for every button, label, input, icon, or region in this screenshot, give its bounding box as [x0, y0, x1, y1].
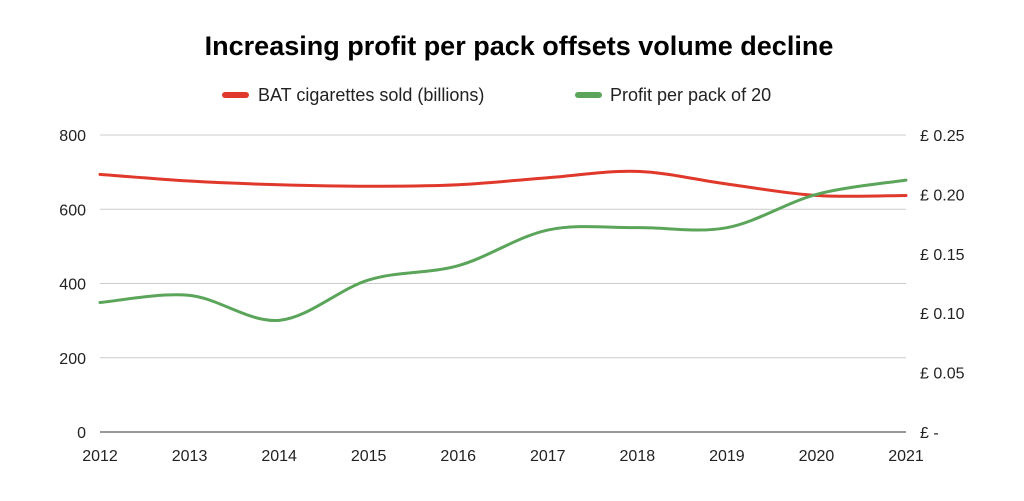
series-line-profit-per-pack-of-20 — [98, 178, 908, 322]
y-right-tick-gbp-0-10: £ 0.10 — [920, 306, 965, 323]
y-right-tick-gbp-0-20: £ 0.20 — [920, 187, 965, 204]
y-left-tick-800: 800 — [59, 128, 86, 145]
x-tick-2018: 2018 — [620, 448, 656, 465]
legend-item-bat-cigarettes-sold: BAT cigarettes sold (billions) — [222, 85, 484, 105]
x-tick-2016: 2016 — [440, 448, 476, 465]
legend-label-profit-per-pack: Profit per pack of 20 — [610, 85, 771, 105]
y-right-tick-gbp: £ - — [920, 425, 939, 442]
series-line-bat-cigarettes-sold-billions — [98, 169, 908, 198]
x-tick-2014: 2014 — [261, 448, 297, 465]
x-tick-2013: 2013 — [172, 448, 208, 465]
x-tick-2012: 2012 — [82, 448, 118, 465]
x-tick-2020: 2020 — [799, 448, 835, 465]
x-tick-2019: 2019 — [709, 448, 745, 465]
x-axis-ticks: 2012 2013 2014 2015 2016 2017 2018 2019 2020 2021 — [82, 448, 924, 465]
y-left-tick-0: 0 — [77, 425, 86, 442]
x-tick-2017: 2017 — [530, 448, 566, 465]
legend-swatch-green — [575, 92, 602, 98]
x-tick-2015: 2015 — [351, 448, 387, 465]
legend-label-bat-cigarettes-sold: BAT cigarettes sold (billions) — [258, 85, 484, 105]
y-right-tick-gbp-0-15: £ 0.15 — [920, 247, 965, 264]
legend-item-profit-per-pack: Profit per pack of 20 — [575, 85, 771, 105]
y-right-tick-gbp-0-05: £ 0.05 — [920, 366, 965, 383]
y-left-tick-400: 400 — [59, 277, 86, 294]
y-right-tick-gbp-0-25: £ 0.25 — [920, 128, 965, 145]
legend-swatch-red — [222, 92, 249, 98]
x-tick-2021: 2021 — [888, 448, 924, 465]
y-left-tick-200: 200 — [59, 351, 86, 368]
series-lines — [98, 169, 908, 322]
right-axis-ticks: £ - £ 0.05 £ 0.10 £ 0.15 £ 0.20 £ 0.25 — [920, 128, 965, 442]
chart-title: Increasing profit per pack offsets volum… — [205, 31, 834, 61]
gridlines — [100, 134, 906, 433]
y-left-tick-600: 600 — [59, 202, 86, 219]
left-axis-ticks: 0 200 400 600 800 — [59, 128, 86, 442]
legend: BAT cigarettes sold (billions) Profit pe… — [222, 85, 771, 105]
